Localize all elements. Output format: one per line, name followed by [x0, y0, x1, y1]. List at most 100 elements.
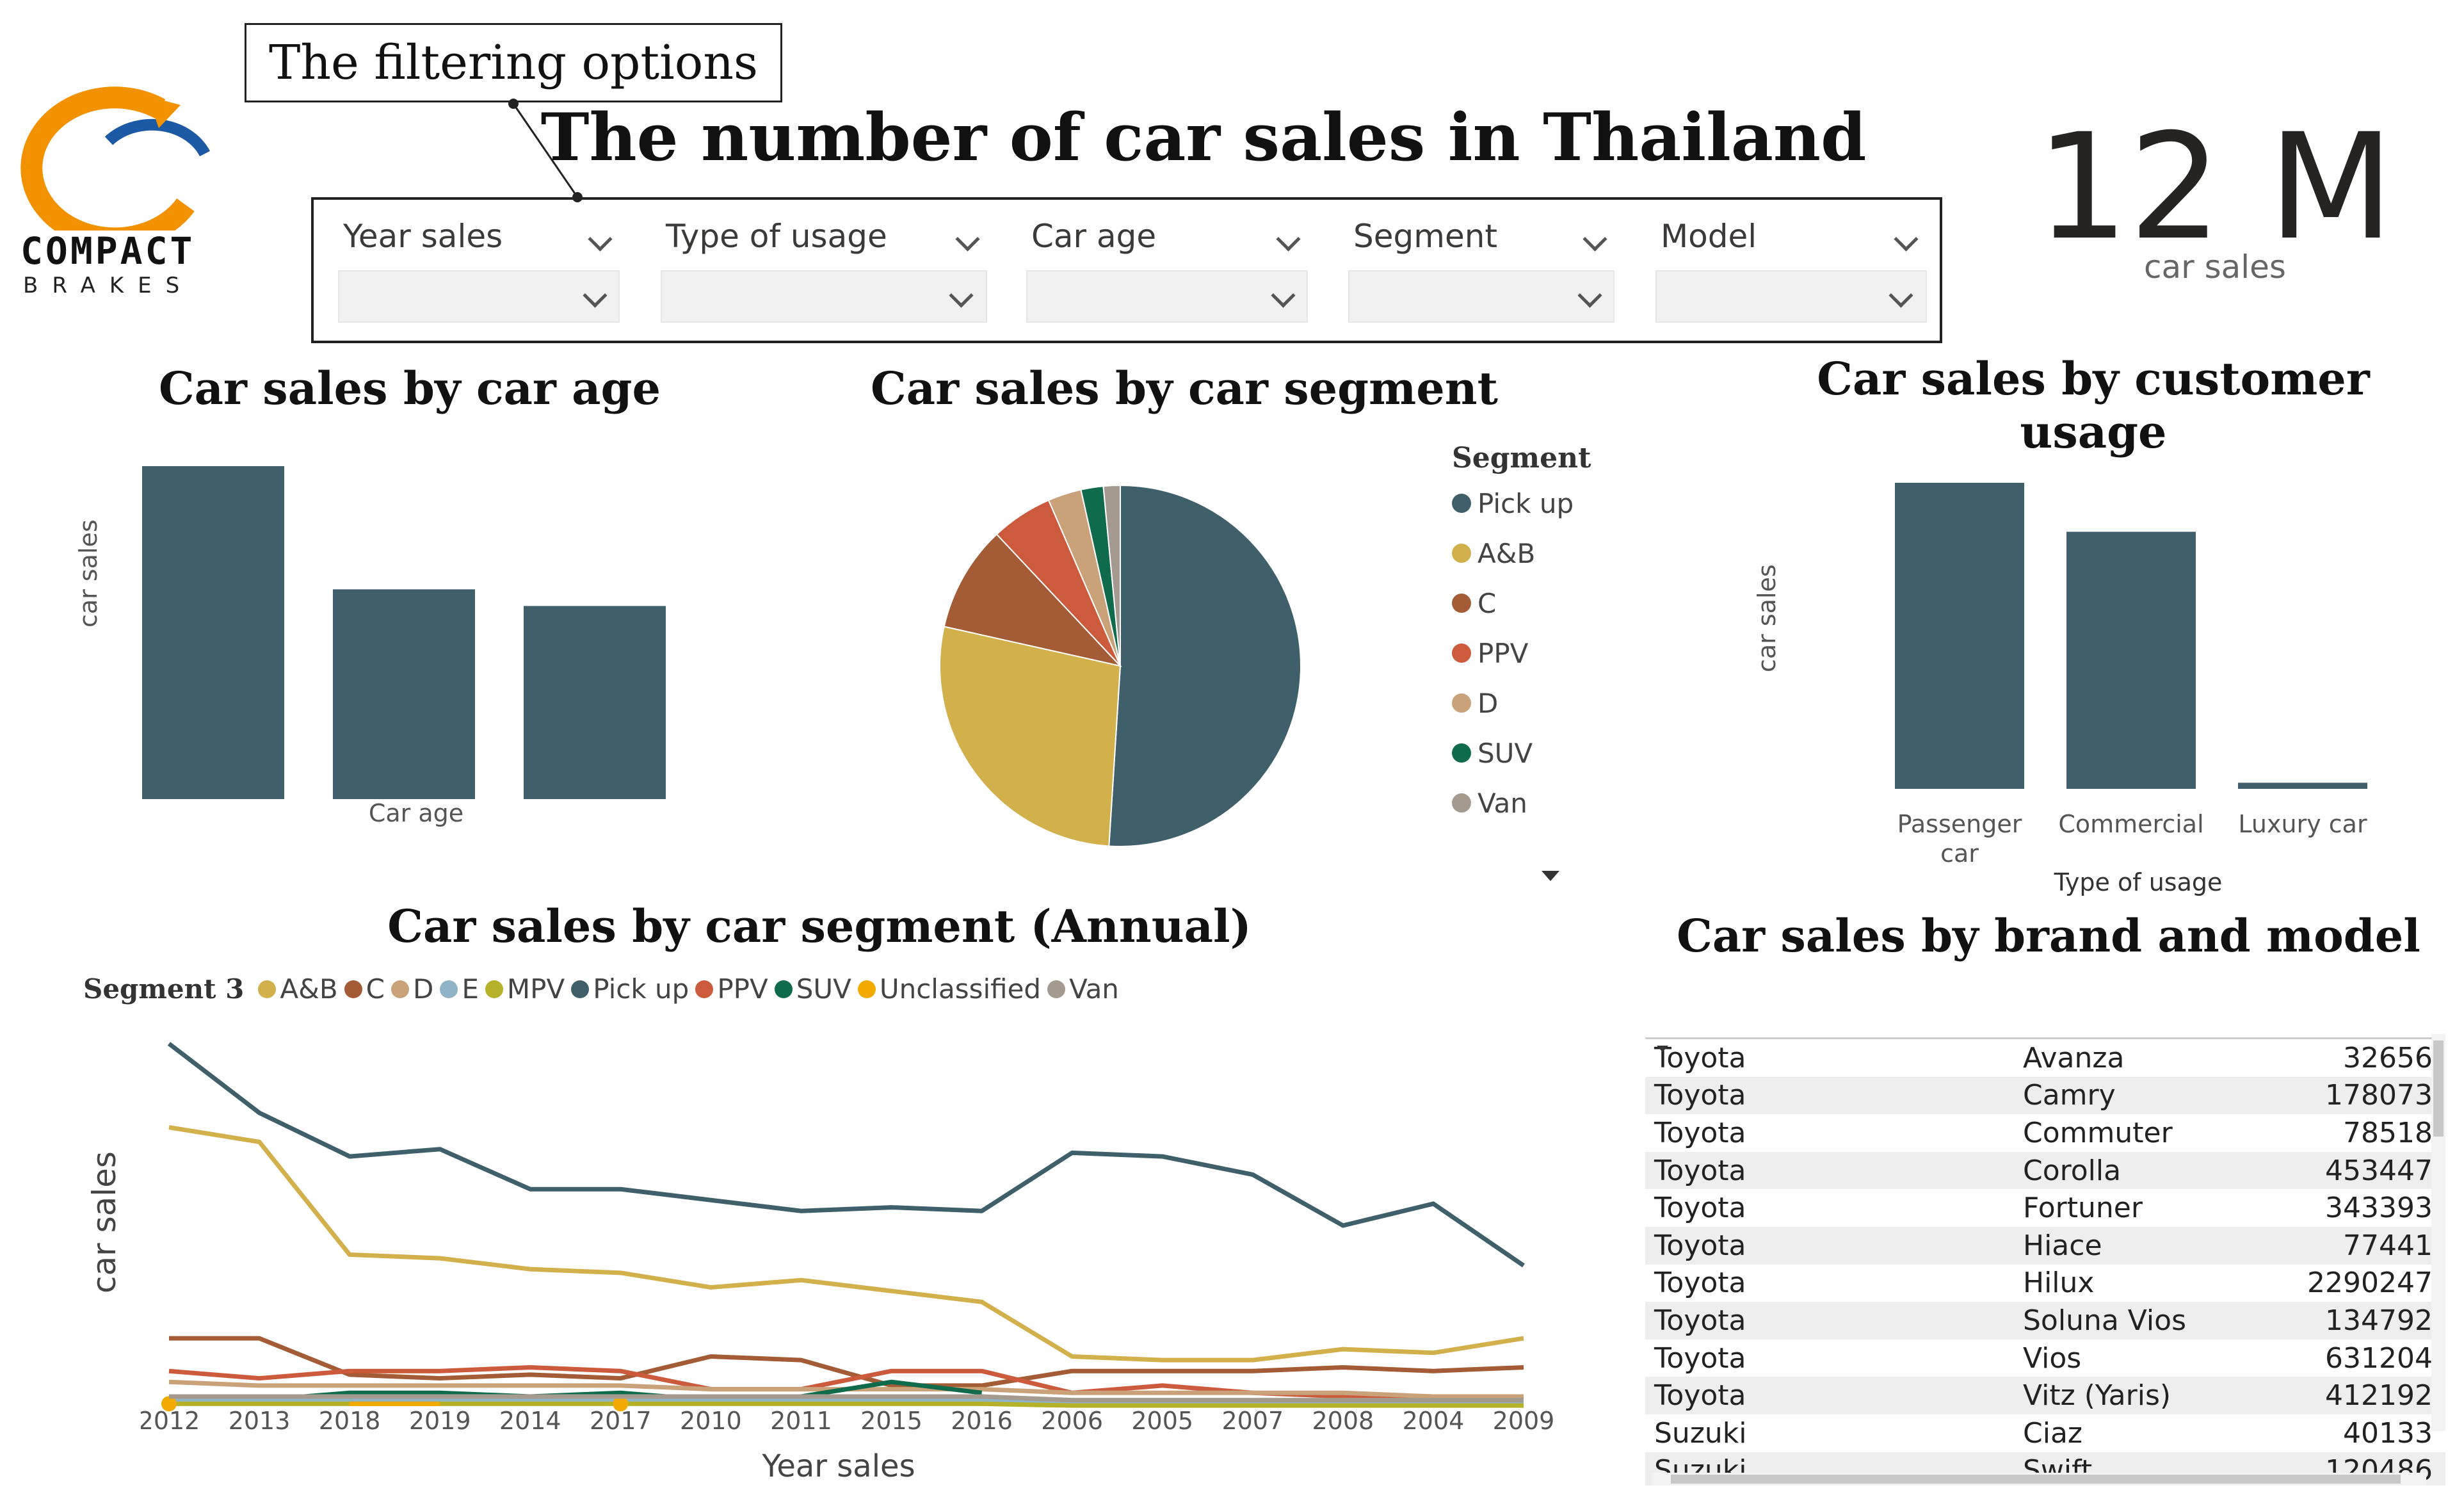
pie-slice — [943, 533, 1122, 667]
table-row[interactable]: Toyota Camry 178073 — [1645, 1076, 2445, 1115]
legend-item[interactable]: SUV — [774, 973, 851, 1005]
series-line — [168, 1125, 1524, 1363]
scrollbar-thumb[interactable] — [1671, 1475, 2401, 1484]
chart-title-segment: Car sales by car segment — [871, 362, 1498, 415]
table-row[interactable]: Toyota Avanza 32656 — [1645, 1039, 2445, 1077]
x-axis-title: Type of usage — [2054, 868, 2223, 896]
legend-item[interactable]: D — [391, 973, 433, 1005]
table-vertical-scrollbar[interactable] — [2431, 1034, 2445, 1431]
legend-marker — [774, 980, 793, 998]
chevron-down-icon[interactable] — [1582, 227, 1607, 252]
legend-marker — [1452, 743, 1471, 763]
table-header — [1645, 980, 2445, 1052]
slicer-dropdown[interactable] — [1026, 270, 1308, 323]
cell-model: Vitz (Yaris) — [2023, 1379, 2171, 1413]
slicer-dropdown[interactable] — [338, 270, 620, 323]
scrollbar-thumb[interactable] — [2433, 1040, 2444, 1137]
chevron-down-icon[interactable] — [1894, 227, 1919, 252]
legend-label: Van — [1478, 787, 1527, 819]
chevron-down-icon[interactable] — [955, 227, 980, 252]
series-point — [161, 1396, 177, 1412]
legend-label: MPV — [506, 973, 565, 1005]
slicer-year-sales[interactable]: Year sales — [338, 218, 620, 327]
legend-marker — [695, 980, 714, 998]
series-line — [169, 1394, 1524, 1403]
slicer-dropdown[interactable] — [661, 270, 987, 323]
legend-marker — [1452, 644, 1471, 663]
cell-model: Camry — [2023, 1079, 2116, 1112]
cell-car-sales: 631204 — [2325, 1341, 2433, 1375]
table-row[interactable]: Toyota Hilux 2290247 — [1645, 1265, 2445, 1302]
legend-title: Segment — [1452, 442, 1591, 474]
slicer-type-of-usage[interactable]: Type of usage — [661, 218, 987, 327]
slicer-label: Model — [1661, 218, 1757, 255]
cell-model: Ciaz — [2023, 1416, 2083, 1450]
table-row[interactable]: Toyota Commuter 78518 — [1645, 1114, 2445, 1152]
legend-label: PPV — [1478, 637, 1529, 669]
table-row[interactable]: Toyota Vitz (Yaris) 412192 — [1645, 1377, 2445, 1414]
legend-item[interactable]: A&B — [258, 973, 338, 1005]
legend-item[interactable]: SUV — [1452, 728, 1591, 778]
cell-maker: Toyota — [1654, 1154, 1746, 1187]
table-row[interactable]: Toyota Hiace 77441 — [1645, 1226, 2445, 1265]
legend-item[interactable]: PPV — [1452, 628, 1591, 678]
legend-label: SUV — [1478, 737, 1533, 769]
legend-item[interactable]: D — [1452, 678, 1591, 728]
x-tick-label: 2009 — [1493, 1407, 1555, 1434]
slicer-car-age[interactable]: Car age — [1026, 218, 1308, 327]
legend-item[interactable]: A&B — [1452, 528, 1591, 578]
cell-maker: Toyota — [1654, 1304, 1746, 1337]
legend-scroll-down-icon[interactable] — [1539, 868, 1562, 884]
legend-label: PPV — [717, 973, 768, 1005]
legend-marker — [857, 980, 876, 998]
table-row[interactable]: Toyota Soluna Vios 134792 — [1645, 1302, 2445, 1340]
slicer-label: Year sales — [343, 218, 503, 255]
slicer-segment[interactable]: Segment — [1348, 218, 1614, 327]
legend-item[interactable]: C — [1452, 578, 1591, 628]
table-row[interactable]: Suzuki Ciaz 40133 — [1645, 1414, 2445, 1452]
legend-item[interactable]: Pick up — [1452, 478, 1591, 528]
legend-item[interactable]: E — [440, 973, 479, 1005]
legend-item[interactable]: Van — [1452, 778, 1591, 828]
table-row[interactable]: Toyota Vios 631204 — [1645, 1340, 2445, 1377]
table-row[interactable]: Toyota Fortuner 343393 — [1645, 1189, 2445, 1227]
legend-item[interactable]: Pick up — [571, 973, 689, 1005]
cell-model: Vios — [2023, 1341, 2082, 1375]
cell-car-sales: 40133 — [2343, 1416, 2433, 1450]
chevron-down-icon[interactable] — [588, 227, 613, 252]
x-tick-label: 2006 — [1041, 1407, 1103, 1434]
legend-label: E — [462, 973, 479, 1005]
table-horizontal-scrollbar[interactable] — [1652, 1473, 2426, 1486]
legend-marker — [258, 980, 277, 998]
legend-marker — [1452, 594, 1471, 613]
sort-descending-icon[interactable] — [1655, 1044, 1670, 1053]
slicer-label: Car age — [1031, 218, 1157, 255]
y-axis-title: car sales — [74, 519, 102, 628]
legend-item[interactable]: Van — [1047, 973, 1119, 1005]
chart-title-usage: Car sales by customer usage — [1817, 352, 2370, 458]
cell-maker: Toyota — [1654, 1041, 1746, 1074]
slicer-model[interactable]: Model — [1655, 218, 1927, 327]
annual-legend: Segment 3 A&B C D E MPV Pick up PPV SUV Unclassi… — [83, 973, 1125, 1005]
legend-title: Segment 3 — [83, 973, 245, 1005]
legend-item[interactable]: Unclassified — [857, 973, 1041, 1005]
pie-chart-segment — [939, 484, 1301, 847]
legend-item[interactable]: PPV — [695, 973, 768, 1005]
slicer-dropdown[interactable] — [1348, 270, 1614, 323]
chevron-down-icon[interactable] — [1276, 227, 1301, 252]
table-row[interactable]: Toyota Corolla 453447 — [1645, 1151, 2445, 1190]
cell-car-sales: 78518 — [2343, 1116, 2433, 1149]
legend-marker — [1452, 793, 1471, 813]
bar — [1895, 483, 2024, 789]
legend-marker — [1047, 980, 1066, 998]
cell-car-sales: 134792 — [2325, 1304, 2433, 1337]
legend-item[interactable]: C — [344, 973, 385, 1005]
legend-label: A&B — [280, 973, 338, 1005]
legend-item[interactable]: MPV — [485, 973, 565, 1005]
line-chart-annual: 2012 2013 2018 2019 2014 2017 2010 2011 2015 2016… — [141, 1042, 1555, 1434]
legend-marker — [391, 980, 409, 998]
x-tick-label: 2004 — [1403, 1407, 1465, 1434]
legend-label: Pick up — [1478, 487, 1574, 519]
cell-maker: Toyota — [1654, 1267, 1746, 1300]
slicer-dropdown[interactable] — [1655, 270, 1927, 323]
